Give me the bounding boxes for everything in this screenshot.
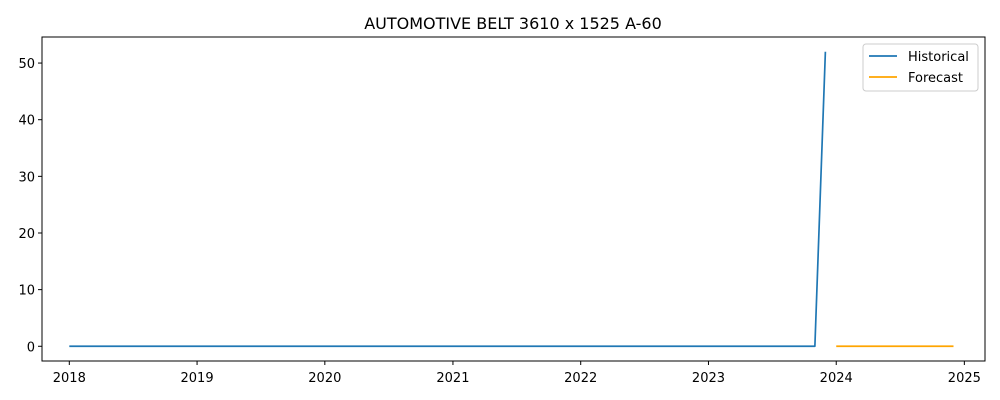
y-tick-label: 0 [27,340,35,355]
x-tick-label: 2023 [692,371,725,386]
x-tick-label: 2022 [564,371,597,386]
x-tick-label: 2020 [308,371,341,386]
series-line-historical [69,51,827,348]
axes-frame [41,36,986,362]
chart-title: AUTOMOTIVE BELT 3610 x 1525 A-60 [364,14,662,33]
y-tick-label: 10 [18,284,35,299]
legend-label-historical: Historical [908,50,969,65]
y-tick-label: 30 [18,170,35,185]
x-tick-label: 2018 [53,371,86,386]
legend-label-forecast: Forecast [908,71,963,86]
plot-area [69,51,954,348]
y-tick-label: 20 [18,227,35,242]
legend: Historical Forecast [862,43,979,92]
y-tick-label: 40 [18,114,35,129]
x-tick-label: 2019 [181,371,214,386]
x-tick-label: 2021 [436,371,469,386]
y-tick-label: 50 [18,57,35,72]
x-axis: 2018 2019 2020 2021 2022 2023 2024 2025 [53,361,981,386]
x-tick-label: 2025 [948,371,981,386]
y-axis: 0 10 20 30 40 50 [18,57,42,355]
x-tick-label: 2024 [820,371,853,386]
